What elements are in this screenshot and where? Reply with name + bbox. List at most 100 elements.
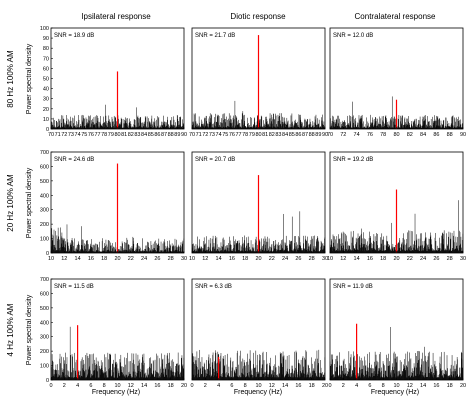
- x-tick-label: 18: [309, 383, 315, 389]
- x-tick-label: 85: [148, 132, 154, 138]
- ylabel-row-2: Power spectral density: [26, 167, 33, 238]
- snr-annotation: SNR = 24.6 dB: [54, 157, 94, 163]
- panel-r3-c3: 0 2 4 6 8 10 12 14 16 18 20 SNR = 11.9 dB: [328, 278, 466, 389]
- x-tick-label: 70: [327, 132, 333, 138]
- x-tick-label: 90: [322, 132, 328, 138]
- x-tick-label: 12: [128, 383, 134, 389]
- y-tick-label: 100: [40, 26, 49, 32]
- y-tick-label: 70: [43, 56, 49, 62]
- x-tick-label: 20: [393, 256, 399, 262]
- y-tick-label: 20: [43, 107, 49, 113]
- xlabel-col-2: Frequency (Hz): [234, 389, 282, 396]
- x-tick-label: 16: [367, 256, 373, 262]
- x-tick-label: 14: [354, 256, 360, 262]
- x-tick-label: 78: [380, 132, 386, 138]
- x-tick-label: 18: [447, 383, 453, 389]
- x-tick-label: 28: [447, 256, 453, 262]
- snr-annotation: SNR = 18.9 dB: [54, 33, 94, 39]
- column-title-ipsilateral: Ipsilateral response: [81, 12, 151, 21]
- x-tick-label: 79: [249, 132, 255, 138]
- x-tick-label: 2: [63, 383, 66, 389]
- x-tick-label: 81: [262, 132, 268, 138]
- x-tick-label: 24: [420, 256, 426, 262]
- x-tick-label: 72: [340, 132, 346, 138]
- x-tick-label: 22: [407, 256, 413, 262]
- x-tick-label: 24: [141, 256, 147, 262]
- x-tick-label: 4: [355, 383, 358, 389]
- x-tick-label: 30: [460, 256, 466, 262]
- snr-annotation: SNR = 19.2 dB: [333, 157, 373, 163]
- x-tick-label: 22: [128, 256, 134, 262]
- x-tick-label: 12: [61, 256, 67, 262]
- x-tick-label: 71: [196, 132, 202, 138]
- y-tick-label: 400: [40, 193, 49, 199]
- x-tick-label: 84: [282, 132, 288, 138]
- x-tick-label: 74: [216, 132, 222, 138]
- x-tick-label: 86: [154, 132, 160, 138]
- x-tick-label: 80: [114, 132, 120, 138]
- x-tick-label: 16: [433, 383, 439, 389]
- y-tick-label: 0: [46, 251, 49, 257]
- x-tick-label: 12: [269, 383, 275, 389]
- snr-annotation: SNR = 20.7 dB: [195, 157, 235, 163]
- ylabel-row-1: Power spectral density: [26, 43, 33, 114]
- x-tick-label: 0: [49, 383, 52, 389]
- x-tick-label: 88: [168, 132, 174, 138]
- x-tick-label: 89: [174, 132, 180, 138]
- y-tick-label: 50: [43, 77, 49, 83]
- x-tick-label: 74: [354, 132, 360, 138]
- x-tick-label: 80: [255, 132, 261, 138]
- xlabel-col-1: Frequency (Hz): [92, 389, 140, 396]
- x-tick-label: 71: [55, 132, 61, 138]
- x-tick-label: 75: [81, 132, 87, 138]
- x-tick-label: 84: [141, 132, 147, 138]
- x-tick-label: 86: [295, 132, 301, 138]
- x-tick-label: 14: [75, 256, 81, 262]
- x-tick-label: 18: [168, 383, 174, 389]
- y-tick-label: 200: [40, 349, 49, 355]
- panel-r1-c3: 70 72 74 76 78 80 82 84 86 88 90 SNR = 12.0 dB: [327, 27, 466, 138]
- x-tick-label: 88: [309, 132, 315, 138]
- column-title-contralateral: Contralateral response: [355, 12, 436, 21]
- snr-annotation: SNR = 11.5 dB: [54, 284, 94, 290]
- x-tick-label: 79: [108, 132, 114, 138]
- x-tick-label: 20: [181, 383, 187, 389]
- x-tick-label: 10: [189, 256, 195, 262]
- x-tick-label: 73: [68, 132, 74, 138]
- y-tick-label: 400: [40, 320, 49, 326]
- x-tick-label: 18: [380, 256, 386, 262]
- y-tick-label: 600: [40, 291, 49, 297]
- x-tick-label: 16: [154, 383, 160, 389]
- x-tick-label: 70: [48, 132, 54, 138]
- x-tick-label: 90: [460, 132, 466, 138]
- x-tick-label: 83: [134, 132, 140, 138]
- snr-annotation: SNR = 12.0 dB: [333, 33, 373, 39]
- panel-r1-c2: 70 71 72 73 74 75 76 77 78 79 80 81 82 83 84 85 86 87 88 89…: [189, 27, 328, 138]
- x-tick-label: 2: [342, 383, 345, 389]
- y-tick-label: 500: [40, 179, 49, 185]
- x-tick-label: 2: [204, 383, 207, 389]
- y-tick-label: 700: [40, 277, 49, 283]
- x-tick-label: 26: [433, 256, 439, 262]
- y-tick-label: 0: [46, 378, 49, 384]
- x-tick-label: 26: [154, 256, 160, 262]
- x-tick-label: 84: [420, 132, 426, 138]
- x-tick-label: 78: [101, 132, 107, 138]
- y-tick-label: 500: [40, 306, 49, 312]
- panel-grid: 70 71 72 73 74 75 76 77 78 79 80 81 82 83 84 85 86 87 88 89…: [40, 26, 466, 389]
- snr-annotation: SNR = 11.9 dB: [333, 284, 373, 290]
- x-tick-label: 12: [407, 383, 413, 389]
- x-tick-label: 10: [114, 383, 120, 389]
- x-tick-label: 4: [76, 383, 79, 389]
- panel-r3-c1: 0 2 4 6 8 10 12 14 16 18 200100200300400500600700S…: [40, 277, 187, 389]
- x-tick-label: 75: [222, 132, 228, 138]
- x-tick-label: 76: [88, 132, 94, 138]
- x-tick-label: 89: [315, 132, 321, 138]
- x-tick-label: 0: [190, 383, 193, 389]
- x-tick-label: 16: [88, 256, 94, 262]
- y-tick-label: 40: [43, 87, 49, 93]
- y-tick-label: 100: [40, 364, 49, 370]
- x-tick-label: 82: [407, 132, 413, 138]
- x-tick-label: 0: [328, 383, 331, 389]
